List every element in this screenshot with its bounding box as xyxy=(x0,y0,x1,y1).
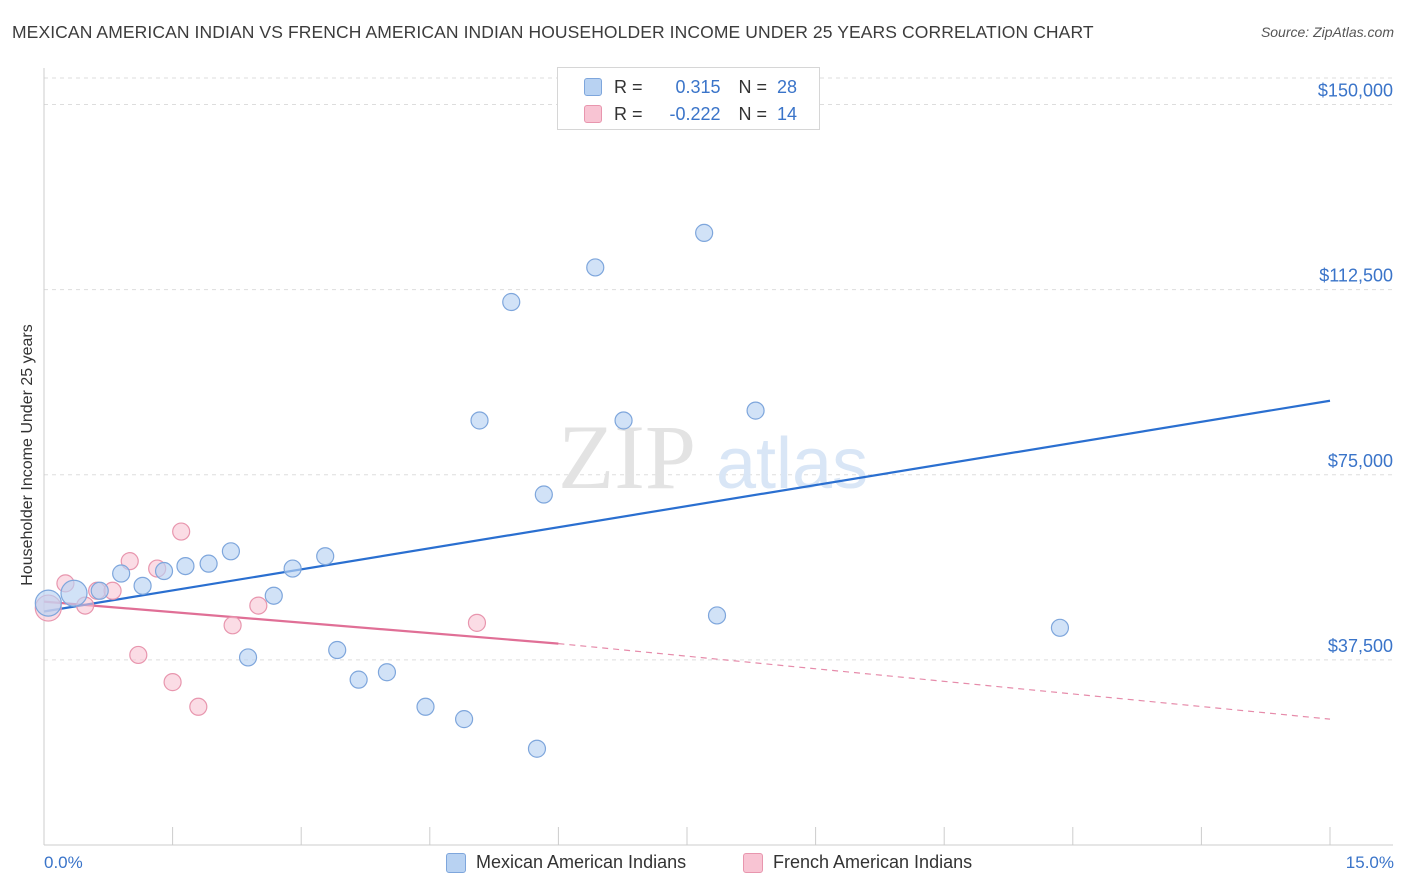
data-point-mexican xyxy=(377,663,397,682)
data-point-mexican xyxy=(316,547,335,566)
data-point-mexican xyxy=(112,564,131,583)
chart-title: MEXICAN AMERICAN INDIAN VS FRENCH AMERIC… xyxy=(12,22,1094,42)
bottom-legend-swatch-pink xyxy=(743,852,763,873)
source-label: Source: ZipAtlas.com xyxy=(1260,24,1394,40)
legend-n-value: 14 xyxy=(777,103,798,124)
data-point-mexican xyxy=(534,485,553,504)
data-point-french xyxy=(120,552,139,571)
legend-r-value: 0.315 xyxy=(675,76,721,97)
legend-row-french: R = -0.222 N = 14 xyxy=(584,103,797,125)
trendline-french xyxy=(43,600,559,645)
correlation-legend: R = 0.315 N = 28 R = -0.222 N = 14 xyxy=(557,67,820,130)
data-point-mexican xyxy=(349,670,368,689)
data-point-mexican xyxy=(707,606,727,625)
data-point-french xyxy=(249,596,268,615)
data-point-mexican xyxy=(416,697,435,716)
data-point-mexican xyxy=(283,559,302,578)
data-point-mexican xyxy=(34,589,62,617)
data-point-mexican xyxy=(614,411,633,430)
legend-swatch-blue xyxy=(584,78,602,96)
data-point-mexican xyxy=(264,586,283,605)
data-point-mexican xyxy=(238,648,258,667)
data-point-mexican xyxy=(586,258,605,277)
legend-n-value: 28 xyxy=(777,76,798,97)
bottom-legend-swatch-blue xyxy=(446,852,466,873)
data-point-french xyxy=(172,522,191,541)
y-tick-label: $37,500 xyxy=(1328,636,1393,656)
data-point-french xyxy=(189,697,208,716)
data-point-mexican xyxy=(60,579,88,607)
legend-row-mexican: R = 0.315 N = 28 xyxy=(584,76,797,98)
data-point-mexican xyxy=(154,561,174,581)
data-point-mexican xyxy=(176,556,195,576)
legend-n-label: N = xyxy=(738,103,768,124)
data-point-mexican xyxy=(527,739,547,758)
y-tick-label: $112,500 xyxy=(1319,266,1393,286)
legend-r-label: R = xyxy=(614,103,643,124)
legend-n-label: N = xyxy=(738,76,768,97)
y-tick-label: $75,000 xyxy=(1328,451,1393,471)
data-point-mexican xyxy=(199,554,218,573)
trendline-french-extension xyxy=(558,643,1331,720)
data-point-french xyxy=(223,616,242,635)
data-point-mexican xyxy=(1050,618,1070,637)
bottom-legend-mexican: Mexican American Indians xyxy=(446,852,686,873)
data-point-mexican xyxy=(502,292,521,312)
bottom-legend-label: French American Indians xyxy=(773,852,973,872)
data-point-mexican xyxy=(695,223,714,242)
trendline-mexican xyxy=(43,399,1331,613)
data-point-mexican xyxy=(454,710,474,729)
data-point-mexican xyxy=(328,640,347,660)
data-point-french xyxy=(467,613,487,632)
data-point-mexican xyxy=(470,411,489,430)
x-tick-min: 0.0% xyxy=(44,853,83,872)
data-point-mexican xyxy=(746,401,765,420)
data-point-mexican xyxy=(90,581,109,600)
x-tick-max: 15.0% xyxy=(1345,853,1394,872)
data-point-mexican xyxy=(221,542,240,561)
data-point-mexican xyxy=(133,576,152,595)
legend-swatch-pink xyxy=(584,105,602,123)
y-tick-label: $150,000 xyxy=(1318,81,1393,101)
data-point-french xyxy=(129,645,148,665)
data-point-french xyxy=(163,673,182,692)
bottom-legend-label: Mexican American Indians xyxy=(476,852,687,872)
bottom-legend-french: French American Indians xyxy=(743,852,972,873)
legend-r-label: R = xyxy=(614,76,643,97)
watermark-atlas: atlas xyxy=(716,424,868,504)
legend-r-value: -0.222 xyxy=(669,103,721,124)
